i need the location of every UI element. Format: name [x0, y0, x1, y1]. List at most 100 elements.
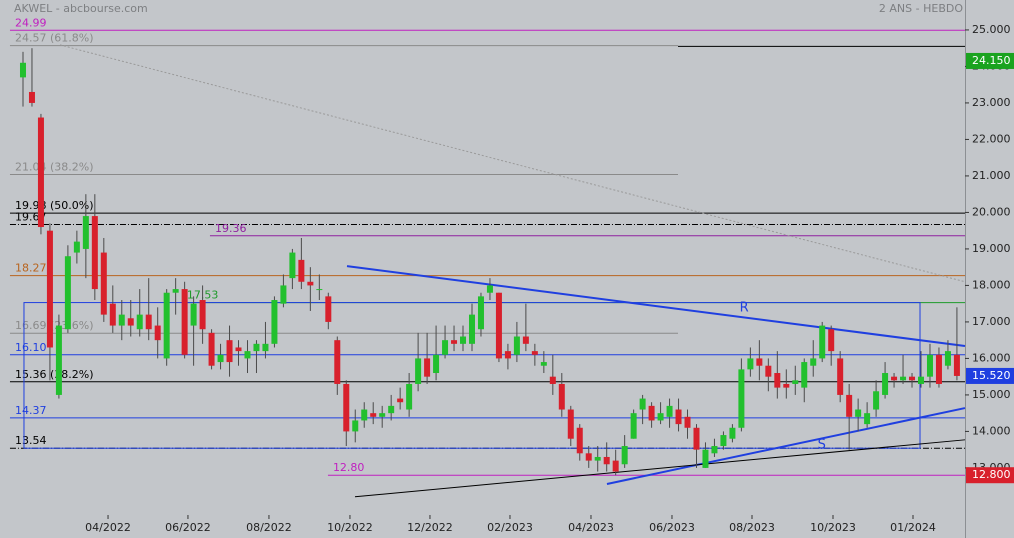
candle-body: [738, 369, 745, 428]
chart-subtitle: 2 ANS - HEBDO: [879, 2, 963, 15]
candle-body: [603, 456, 610, 465]
x-tick-label: 08/2022: [246, 521, 292, 534]
candle-body: [442, 340, 449, 355]
candle-body: [926, 354, 933, 377]
trendline-label: R: [740, 301, 749, 316]
candle-body: [567, 409, 574, 439]
x-tick-label: 04/2022: [85, 521, 131, 534]
candle-body: [953, 354, 960, 376]
level-label: 24.99: [15, 16, 47, 29]
candle-body: [504, 351, 511, 359]
candle-body: [621, 446, 628, 465]
candle-body: [325, 296, 332, 322]
candle-body: [540, 362, 547, 366]
candle-body: [612, 460, 619, 472]
candle-body: [19, 62, 26, 78]
candle-body: [666, 405, 673, 417]
candle-body: [208, 332, 215, 366]
price-tag-label: 15.520: [972, 369, 1011, 382]
candle-body: [810, 358, 817, 366]
candle-body: [388, 405, 395, 414]
candle-body: [451, 340, 458, 344]
candle-body: [73, 241, 80, 253]
candle-body: [262, 343, 269, 352]
y-tick-label: 16.000: [972, 351, 1011, 364]
y-tick-label: 20.000: [972, 205, 1011, 218]
candle-body: [639, 398, 646, 410]
candle-body: [684, 416, 691, 428]
candle-body: [801, 362, 808, 388]
candle-body: [199, 300, 206, 330]
candle-body: [720, 435, 727, 447]
candle-body: [154, 325, 161, 341]
candle-body: [127, 318, 134, 326]
x-tick-label: 02/2023: [487, 521, 533, 534]
candle-body: [415, 358, 422, 384]
x-tick-label: 10/2023: [810, 521, 856, 534]
y-tick-label: 19.000: [972, 242, 1011, 255]
candle-body: [352, 420, 359, 432]
level-label: 19.36: [215, 222, 247, 235]
y-tick-label: 18.000: [972, 278, 1011, 291]
candle-body: [756, 358, 763, 366]
candle-body: [91, 216, 98, 290]
candle-body: [729, 427, 736, 439]
candle-body: [298, 259, 305, 282]
price-tag: [966, 52, 1014, 69]
candle-body: [280, 285, 287, 304]
y-tick-label: 23.000: [972, 96, 1011, 109]
candle-body: [917, 376, 924, 384]
candle-body: [711, 446, 718, 454]
level-label: 14.37: [15, 404, 47, 417]
x-tick-label: 10/2022: [327, 521, 373, 534]
y-tick-label: 25.000: [972, 23, 1011, 36]
level-label: 19.98 (50.0%): [15, 199, 94, 212]
candle-body: [702, 449, 709, 468]
candle-body: [307, 281, 314, 286]
candle-body: [28, 91, 35, 103]
candle-body: [531, 351, 538, 355]
candle-body: [37, 117, 44, 228]
trendline-label: S: [818, 437, 826, 452]
level-label: 24.57 (61.8%): [15, 32, 94, 45]
candle-body: [576, 427, 583, 454]
level-label: 16.10: [15, 341, 47, 354]
candle-body: [657, 413, 664, 421]
price-tag-label: 24.150: [972, 54, 1011, 67]
range-box: [23, 302, 921, 449]
candle-body: [648, 405, 655, 421]
x-tick-label: 08/2023: [729, 521, 775, 534]
candle-body: [82, 216, 89, 249]
candle-body: [424, 358, 431, 377]
candle-body: [460, 336, 467, 344]
candle-body: [585, 453, 592, 461]
y-tick-label: 22.000: [972, 132, 1011, 145]
candle-body: [46, 230, 53, 348]
x-tick-label: 06/2022: [165, 521, 211, 534]
candle-body: [891, 376, 898, 381]
candle-body: [244, 351, 251, 359]
x-tick-label: 04/2023: [568, 521, 614, 534]
candle-body: [64, 256, 71, 330]
candle-body: [379, 413, 386, 417]
level-label: 18.27: [15, 262, 47, 275]
candle-body: [747, 358, 754, 370]
trendline: [346, 265, 966, 348]
candle-body: [190, 303, 197, 326]
candle-body: [343, 383, 350, 432]
trendline: [354, 439, 966, 498]
candle-body: [909, 376, 916, 381]
candle-body: [181, 289, 188, 355]
y-tick-label: 17.000: [972, 315, 1011, 328]
candle-body: [873, 391, 880, 410]
candle-body: [522, 336, 529, 344]
x-tick-label: 01/2024: [890, 521, 936, 534]
candle-body: [882, 373, 889, 395]
candle-body: [792, 380, 799, 384]
candle-body: [136, 314, 143, 330]
price-tag: [966, 367, 1014, 384]
candle-body: [693, 427, 700, 450]
candle-body: [864, 413, 871, 425]
